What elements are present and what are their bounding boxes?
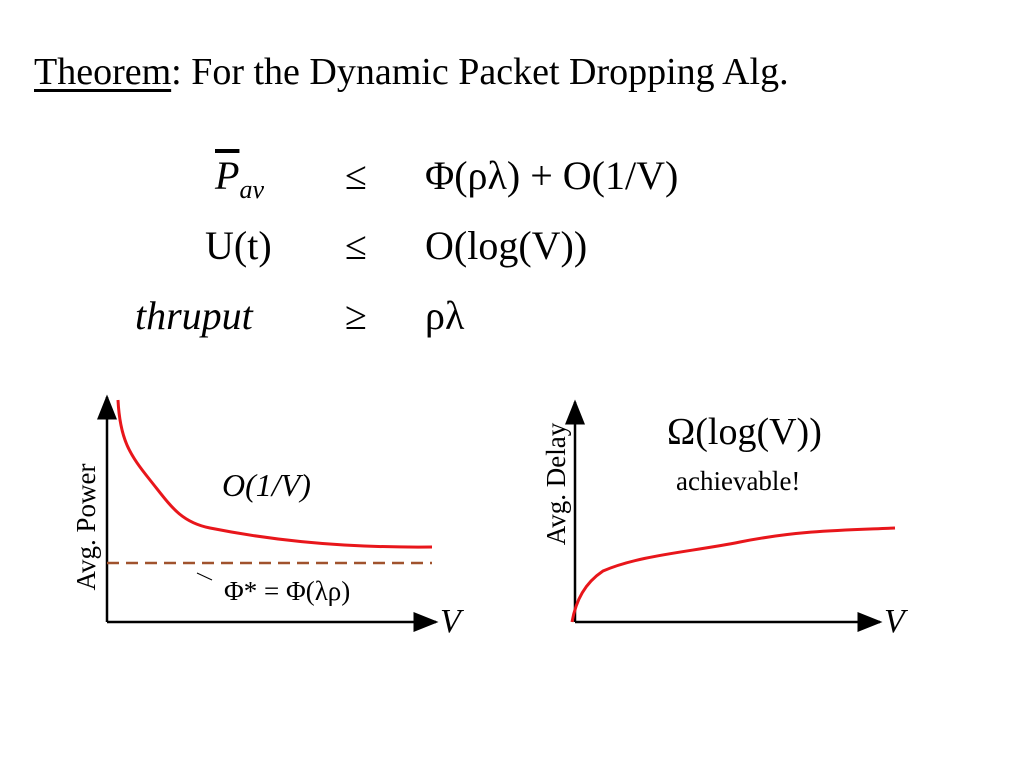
title-rest: : For the Dynamic Packet Dropping Alg.	[171, 51, 789, 93]
y-label: Avg. Delay	[541, 422, 571, 545]
eq-relation: ≤	[345, 153, 367, 198]
eq-relation: ≥	[345, 293, 367, 338]
eq-relation: ≤	[345, 223, 367, 268]
x-label: V	[884, 603, 909, 640]
power-curve	[116, 399, 433, 549]
eq-rhs: ρλ	[425, 293, 465, 338]
eq-lhs-main: P	[215, 153, 240, 198]
baseline-label: Φ* = Φ(λρ)	[224, 576, 350, 606]
slide-title: Theorem: For the Dynamic Packet Dropping…	[34, 50, 789, 94]
y-label: Avg. Power	[71, 463, 101, 590]
eq-lhs: thruput	[135, 293, 253, 338]
eq-lhs-sub: av	[239, 175, 264, 204]
title-underlined: Theorem	[34, 51, 172, 93]
eq-lhs: U(t)	[205, 223, 272, 268]
x-label: V	[440, 603, 465, 640]
note: achievable!	[676, 466, 800, 496]
delay-curve	[570, 526, 896, 623]
annotation: O(1/V)	[222, 467, 311, 503]
eq-rhs: O(log(V))	[425, 223, 588, 268]
annotation: Ω(log(V))	[667, 411, 822, 453]
pointer	[196, 572, 213, 581]
eq-lhs: Pav	[215, 152, 264, 205]
eq-rhs: Φ(ρλ) + O(1/V)	[425, 153, 679, 198]
